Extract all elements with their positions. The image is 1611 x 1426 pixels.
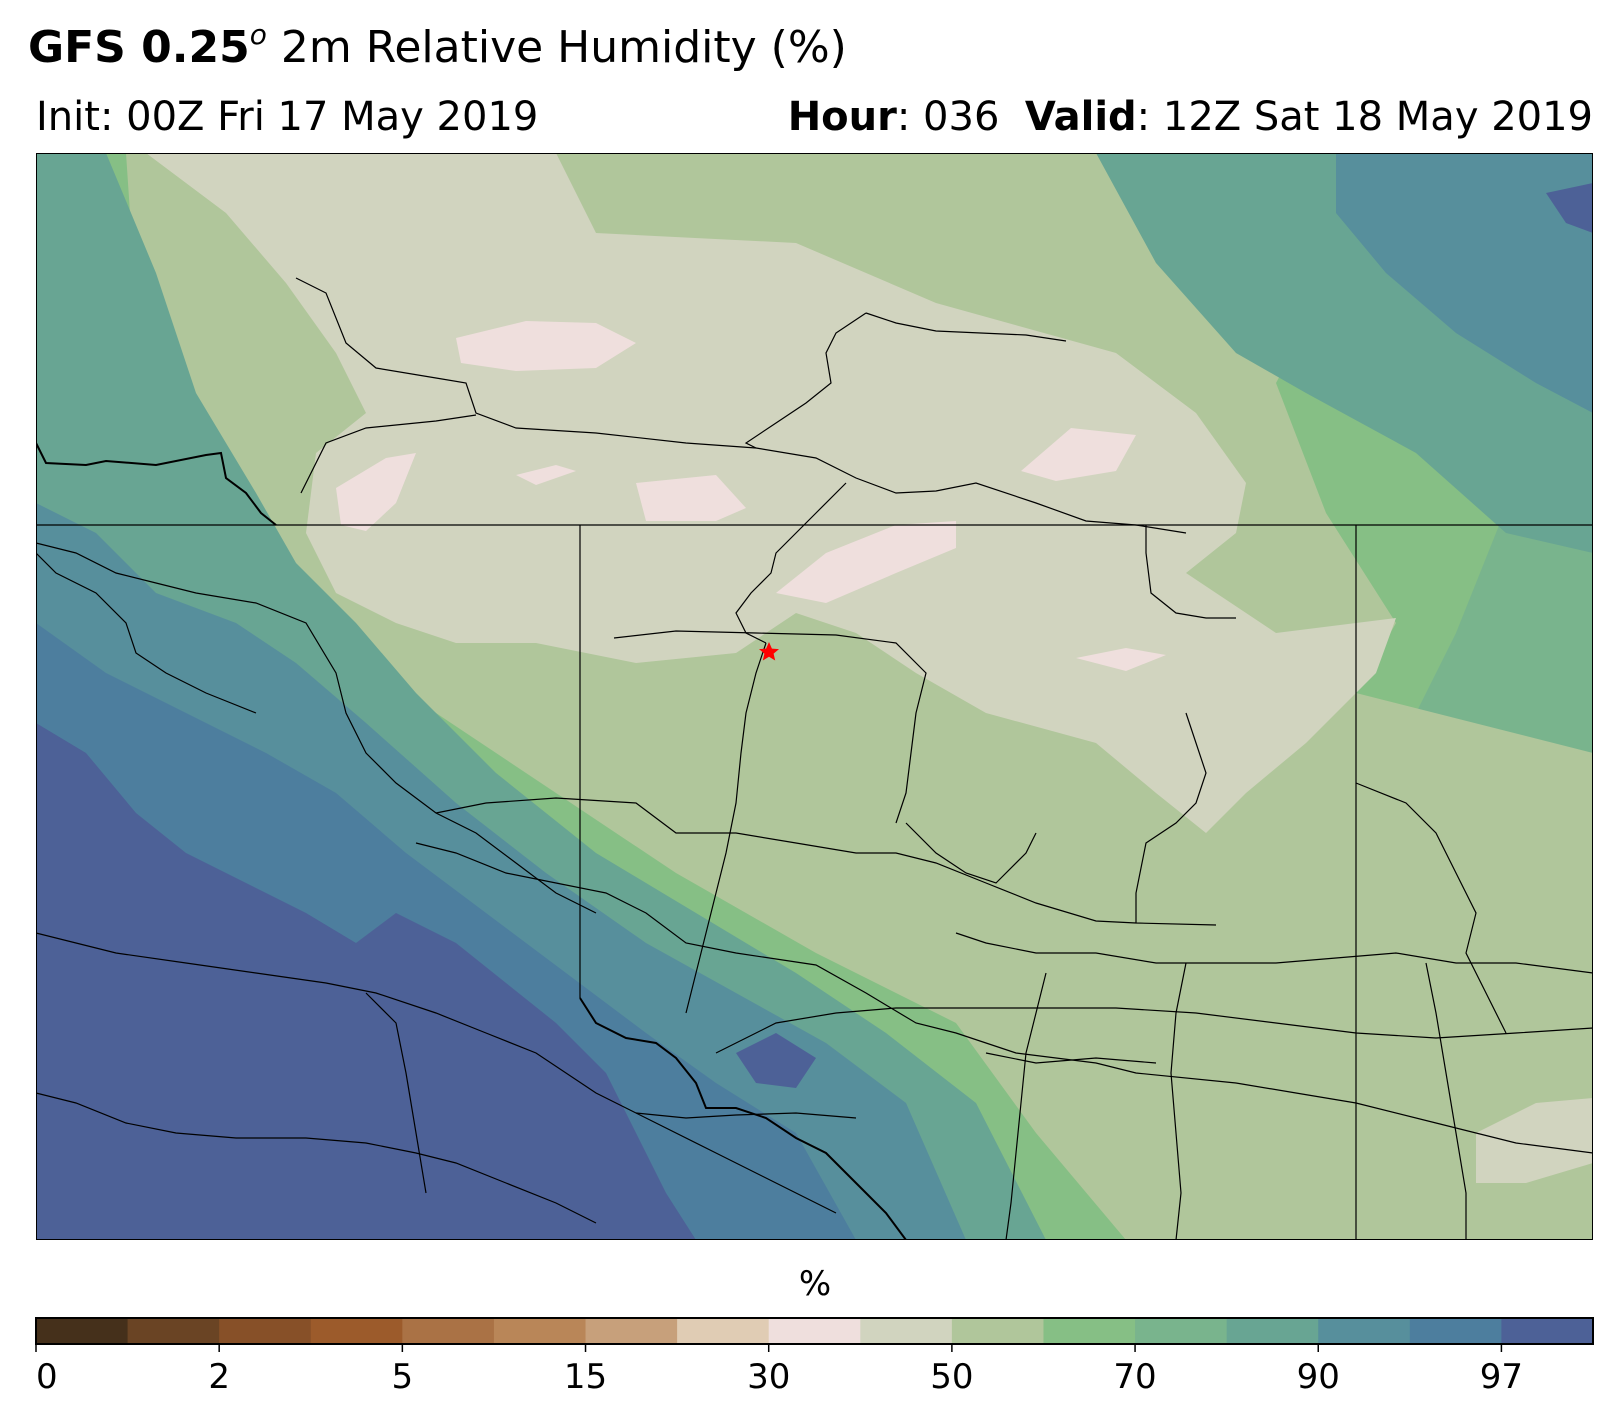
colorbar-tick-label: 5 bbox=[392, 1357, 414, 1397]
colorbar-swatch bbox=[769, 1318, 861, 1344]
hour-label: Hour bbox=[788, 94, 897, 140]
colorbar-tick-label: 2 bbox=[208, 1357, 230, 1397]
colorbar-tick-label: 0 bbox=[36, 1357, 58, 1397]
colorbar-label: % bbox=[790, 1264, 840, 1304]
init-time: Init: 00Z Fri 17 May 2019 bbox=[36, 94, 538, 140]
colorbar-tick-label: 97 bbox=[1480, 1357, 1523, 1397]
colorbar: 0 2 5 15 30 50 70 90 97 bbox=[36, 1318, 1593, 1418]
colorbar-swatch bbox=[402, 1318, 494, 1344]
colorbar-swatch bbox=[952, 1318, 1044, 1344]
hour-value: : 036 bbox=[897, 94, 1000, 140]
colorbar-swatch bbox=[311, 1318, 403, 1344]
degree-symbol: o bbox=[250, 18, 267, 51]
colorbar-swatch bbox=[586, 1318, 678, 1344]
humidity-map bbox=[36, 153, 1593, 1240]
colorbar-swatch bbox=[1318, 1318, 1410, 1344]
colorbar-tick-label: 70 bbox=[1113, 1357, 1156, 1397]
field-name: 2m Relative Humidity (%) bbox=[281, 22, 847, 73]
colorbar-swatch bbox=[1227, 1318, 1319, 1344]
model-name: GFS 0.25 bbox=[28, 22, 250, 73]
map-title: GFS 0.25o 2m Relative Humidity (%) bbox=[28, 18, 847, 73]
colorbar-swatch bbox=[36, 1318, 128, 1344]
colorbar-swatch bbox=[1501, 1318, 1593, 1344]
colorbar-tick-label: 30 bbox=[747, 1357, 790, 1397]
colorbar-swatch bbox=[219, 1318, 311, 1344]
colorbar-tick-label: 90 bbox=[1297, 1357, 1340, 1397]
colorbar-swatch bbox=[1410, 1318, 1502, 1344]
colorbar-swatch bbox=[494, 1318, 586, 1344]
valid-time: Hour: 036 Valid: 12Z Sat 18 May 2019 bbox=[788, 94, 1593, 140]
colorbar-swatch bbox=[677, 1318, 769, 1344]
valid-value: : 12Z Sat 18 May 2019 bbox=[1137, 94, 1593, 140]
colorbar-swatch bbox=[1135, 1318, 1227, 1344]
valid-label: Valid bbox=[1025, 94, 1137, 140]
colorbar-tick-label: 15 bbox=[564, 1357, 607, 1397]
colorbar-swatch bbox=[128, 1318, 220, 1344]
colorbar-swatch bbox=[860, 1318, 952, 1344]
colorbar-tick-label: 50 bbox=[930, 1357, 973, 1397]
colorbar-swatch bbox=[1043, 1318, 1135, 1344]
